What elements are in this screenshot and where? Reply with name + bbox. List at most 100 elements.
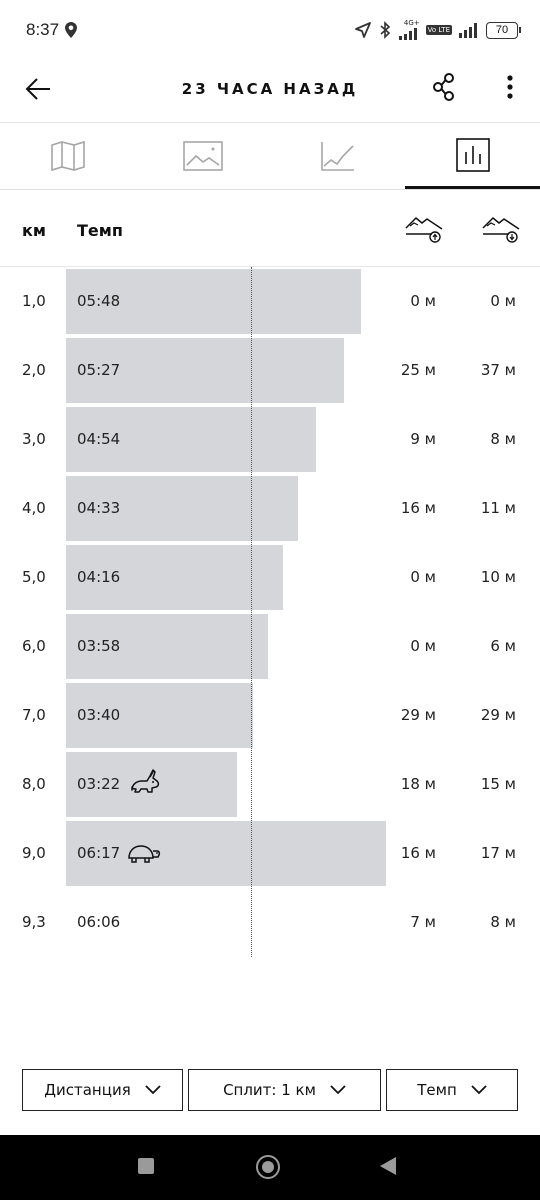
split-pace: 05:48 bbox=[77, 292, 121, 310]
pace-bar bbox=[66, 821, 386, 886]
battery-icon: 70 bbox=[486, 21, 521, 39]
pace-bar bbox=[66, 683, 253, 748]
split-ascent: 0 м bbox=[410, 292, 436, 310]
split-descent: 17 м bbox=[480, 844, 516, 862]
back-arrow-icon[interactable] bbox=[22, 72, 56, 106]
split-pace: 04:33 bbox=[77, 499, 121, 517]
turtle-icon bbox=[126, 837, 162, 867]
split-row[interactable]: 2,0 05:27 25 м 37 м bbox=[0, 336, 540, 405]
metric-dropdown-label: Темп bbox=[417, 1081, 457, 1099]
split-ascent: 18 м bbox=[400, 775, 436, 793]
split-row[interactable]: 9,3 06:06 7 м 8 м bbox=[0, 888, 540, 957]
split-row[interactable]: 4,0 04:33 16 м 11 м bbox=[0, 474, 540, 543]
chevron-down-icon bbox=[330, 1085, 346, 1095]
bar-chart-icon bbox=[455, 137, 490, 172]
line-chart-icon bbox=[320, 142, 354, 171]
split-ascent: 9 м bbox=[410, 430, 436, 448]
bluetooth-icon bbox=[380, 21, 390, 39]
split-pace: 03:40 bbox=[77, 706, 121, 724]
split-ascent: 0 м bbox=[410, 568, 436, 586]
split-row[interactable]: 8,0 03:22 18 м 15 м bbox=[0, 750, 540, 819]
split-ascent: 7 м bbox=[410, 913, 436, 931]
status-bar: 8:37 4G+ Vo LTE 70 bbox=[0, 0, 540, 60]
split-dropdown-label: Сплит: 1 км bbox=[223, 1081, 316, 1099]
more-options-icon[interactable] bbox=[497, 70, 523, 104]
split-row[interactable]: 3,0 04:54 9 м 8 м bbox=[0, 405, 540, 474]
split-descent: 8 м bbox=[490, 913, 516, 931]
column-header-km: км bbox=[22, 221, 46, 240]
split-ascent: 29 м bbox=[400, 706, 436, 724]
recent-apps-button[interactable] bbox=[138, 1158, 154, 1174]
pace-bar bbox=[66, 476, 298, 541]
split-row[interactable]: 6,0 03:58 0 м 6 м bbox=[0, 612, 540, 681]
split-km: 2,0 bbox=[22, 361, 46, 379]
page-title: 23 ЧАСА НАЗАД bbox=[181, 80, 359, 98]
split-row[interactable]: 1,0 05:48 0 м 0 м bbox=[0, 267, 540, 336]
app-bar: 23 ЧАСА НАЗАД bbox=[0, 60, 540, 123]
split-row[interactable]: 7,0 03:40 29 м 29 м bbox=[0, 681, 540, 750]
split-km: 4,0 bbox=[22, 499, 46, 517]
split-km: 5,0 bbox=[22, 568, 46, 586]
split-descent: 6 м bbox=[490, 637, 516, 655]
descent-icon bbox=[482, 216, 520, 243]
navigation-icon bbox=[354, 22, 371, 38]
tab-photos[interactable] bbox=[135, 123, 270, 189]
split-pace: 04:16 bbox=[77, 568, 121, 586]
split-km: 7,0 bbox=[22, 706, 46, 724]
split-pace: 03:58 bbox=[77, 637, 121, 655]
image-icon bbox=[182, 141, 223, 171]
tab-map[interactable] bbox=[0, 123, 135, 189]
column-header-pace: Темп bbox=[77, 221, 123, 240]
pace-bar bbox=[66, 269, 361, 334]
map-icon bbox=[50, 140, 85, 172]
location-icon bbox=[65, 22, 77, 38]
rabbit-icon bbox=[126, 768, 162, 798]
distance-dropdown[interactable]: Дистанция bbox=[22, 1069, 183, 1111]
signal-icon-2 bbox=[459, 23, 477, 38]
split-descent: 29 м bbox=[480, 706, 516, 724]
status-icons: 4G+ Vo LTE 70 bbox=[354, 18, 521, 42]
split-pace: 03:22 bbox=[77, 775, 121, 793]
split-ascent: 16 м bbox=[400, 844, 436, 862]
split-km: 9,3 bbox=[22, 913, 46, 931]
split-ascent: 16 м bbox=[400, 499, 436, 517]
signal-icon bbox=[398, 28, 417, 40]
split-km: 9,0 bbox=[22, 844, 46, 862]
split-row[interactable]: 5,0 04:16 0 м 10 м bbox=[0, 543, 540, 612]
ascent-icon bbox=[405, 216, 443, 243]
pace-bar bbox=[66, 614, 268, 679]
tab-splits[interactable] bbox=[405, 123, 540, 189]
distance-dropdown-label: Дистанция bbox=[44, 1081, 131, 1099]
pace-bar bbox=[66, 545, 283, 610]
split-descent: 37 м bbox=[480, 361, 516, 379]
split-descent: 15 м bbox=[480, 775, 516, 793]
split-km: 3,0 bbox=[22, 430, 46, 448]
pace-bar bbox=[66, 752, 237, 817]
split-pace: 06:17 bbox=[77, 844, 121, 862]
split-descent: 11 м bbox=[480, 499, 516, 517]
split-ascent: 0 м bbox=[410, 637, 436, 655]
metric-dropdown[interactable]: Темп bbox=[386, 1069, 518, 1111]
home-button[interactable] bbox=[256, 1155, 280, 1179]
split-descent: 8 м bbox=[490, 430, 516, 448]
header-divider bbox=[0, 266, 540, 267]
split-km: 6,0 bbox=[22, 637, 46, 655]
split-km: 1,0 bbox=[22, 292, 46, 310]
split-dropdown[interactable]: Сплит: 1 км bbox=[188, 1069, 381, 1111]
split-pace: 04:54 bbox=[77, 430, 121, 448]
split-pace: 06:06 bbox=[77, 913, 121, 931]
split-row[interactable]: 9,0 06:17 16 м 17 м bbox=[0, 819, 540, 888]
split-descent: 0 м bbox=[490, 292, 516, 310]
tab-graph[interactable] bbox=[270, 123, 405, 189]
chevron-down-icon bbox=[145, 1085, 161, 1095]
signal-4g: 4G+ bbox=[398, 20, 420, 40]
split-pace: 05:27 bbox=[77, 361, 121, 379]
volte-badge: Vo LTE bbox=[425, 25, 452, 35]
share-icon[interactable] bbox=[428, 70, 462, 104]
split-descent: 10 м bbox=[480, 568, 516, 586]
split-ascent: 25 м bbox=[400, 361, 436, 379]
pace-bar bbox=[66, 407, 316, 472]
system-back-button[interactable] bbox=[380, 1157, 396, 1175]
average-pace-line bbox=[251, 267, 252, 957]
split-km: 8,0 bbox=[22, 775, 46, 793]
